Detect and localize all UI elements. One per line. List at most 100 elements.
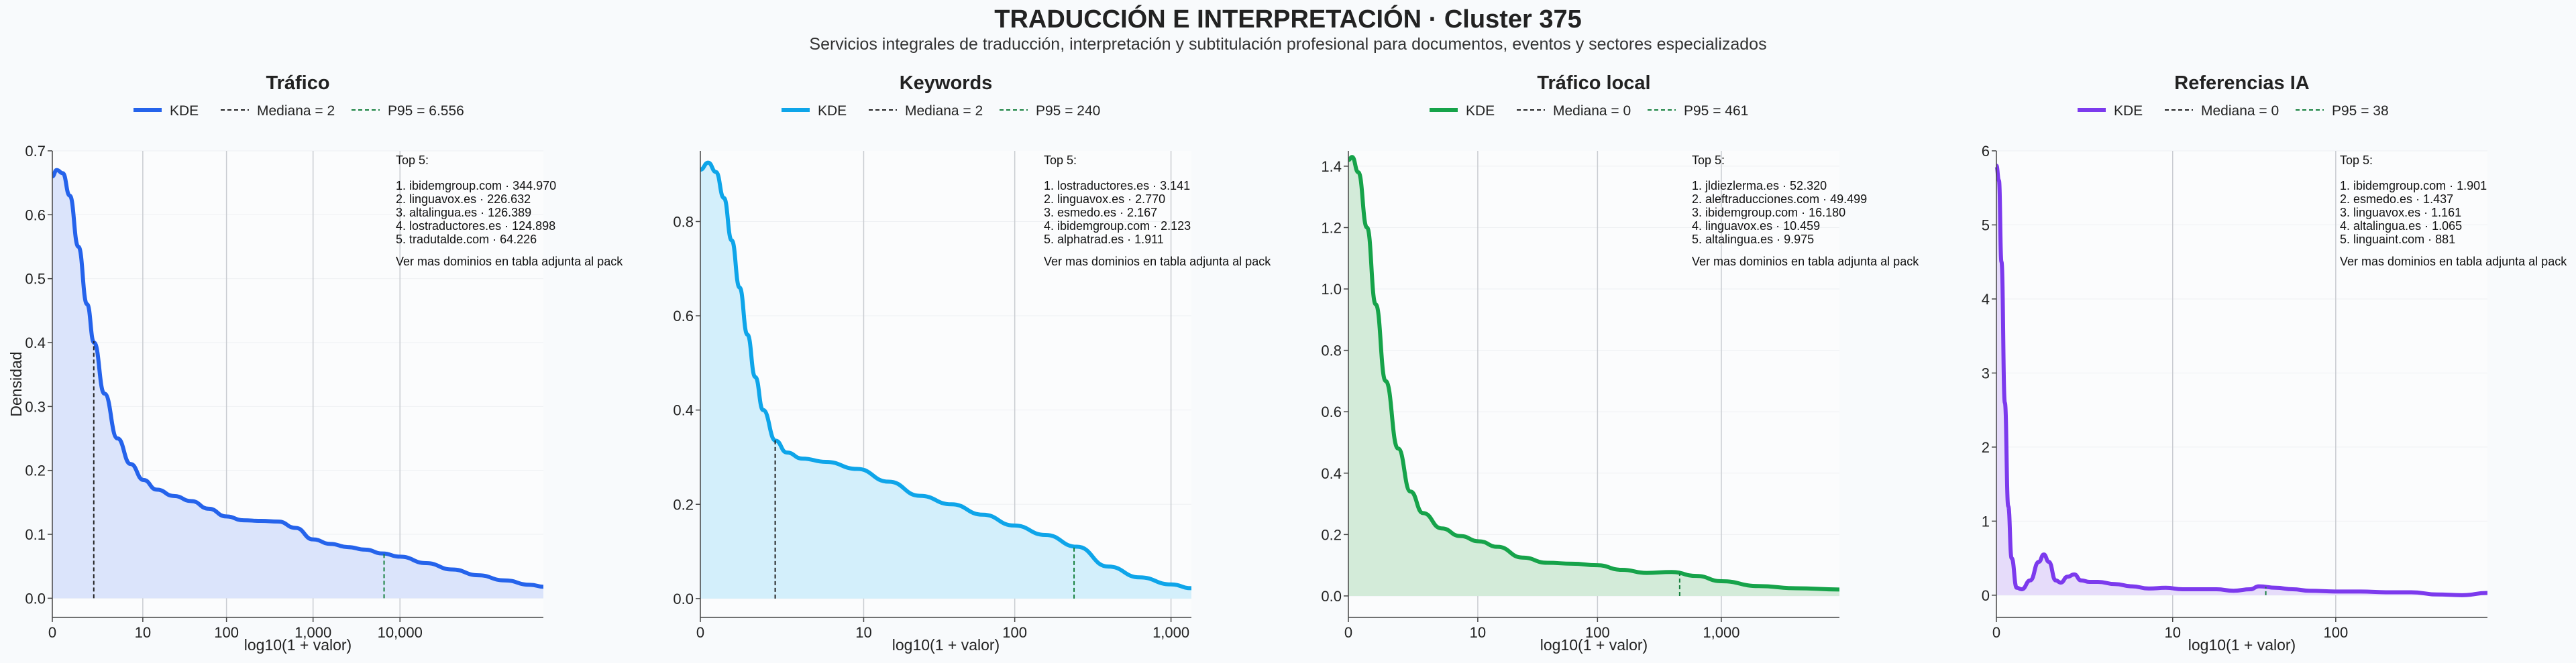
legend-median-label: Mediana = 2 — [257, 103, 335, 119]
chart-title: Tráfico local — [1537, 72, 1650, 94]
top5-item: 4. lostraductores.es · 124.898 — [396, 219, 555, 233]
y-tick-label: 0.5 — [25, 271, 46, 288]
legend-kde-label: KDE — [2114, 103, 2143, 119]
y-tick-label: 0.2 — [25, 463, 46, 479]
y-tick-label: 0.2 — [673, 496, 694, 513]
chart-title: Tráfico — [266, 72, 329, 94]
top5-footer: Ver mas dominios en tabla adjunta al pac… — [1692, 255, 1919, 268]
legend-median-label: Mediana = 0 — [2201, 103, 2279, 119]
x-tick-label: 10,000 — [378, 624, 423, 641]
x-tick-label: 100 — [1585, 624, 1610, 641]
chart-panel-4: 0 1 2 3 4 5 6 0 10 100 log10(1 + valor) Referencias… — [1982, 72, 2567, 654]
top5-footer: Ver mas dominios en tabla adjunta al pac… — [1044, 255, 1271, 268]
x-tick-label: 100 — [214, 624, 239, 641]
chart-title: Referencias IA — [2174, 72, 2310, 94]
y-tick-label: 5 — [1982, 217, 1990, 233]
top5-item: 3. altalingua.es · 126.389 — [396, 206, 531, 219]
top5-item: 4. linguavox.es · 10.459 — [1692, 219, 1820, 233]
x-tick-label: 1,000 — [1703, 624, 1739, 641]
top5-item: 5. linguaint.com · 881 — [2340, 233, 2455, 246]
chart-panel-3: 0.0 0.2 0.4 0.6 0.8 1.0 1.2 1.4 0 10 100 1,000 log10… — [1321, 72, 1919, 654]
top5-item: 1. ibidemgroup.com · 1.901 — [2340, 179, 2487, 192]
legend-p95-label: P95 = 461 — [1684, 103, 1748, 119]
legend-kde-label: KDE — [1466, 103, 1495, 119]
y-tick-label: 0.6 — [25, 206, 46, 223]
y-tick-label: 1.4 — [1321, 158, 1342, 175]
y-tick-label: 0.8 — [1321, 343, 1342, 359]
top5-item: 5. altalingua.es · 9.975 — [1692, 233, 1814, 246]
legend-median-label: Mediana = 2 — [905, 103, 983, 119]
y-tick-label: 1 — [1982, 513, 1990, 530]
top5-item: 3. linguavox.es · 1.161 — [2340, 206, 2461, 219]
y-axis-label: Densidad — [7, 351, 25, 416]
chart-panel-1: 0.0 0.1 0.2 0.3 0.4 0.5 0.6 0.7 0 10 100 1,000 10,00… — [7, 72, 623, 654]
top5-header: Top 5: — [396, 154, 429, 167]
top5-item: 2. linguavox.es · 226.632 — [396, 192, 531, 206]
x-tick-label: 10 — [1470, 624, 1486, 641]
top5-item: 2. linguavox.es · 2.770 — [1044, 192, 1165, 206]
top5-item: 1. jldiezlerma.es · 52.320 — [1692, 179, 1827, 192]
top5-header: Top 5: — [1692, 154, 1725, 167]
x-axis-label: log10(1 + valor) — [892, 636, 1000, 654]
x-tick-label: 1,000 — [294, 624, 331, 641]
y-tick-label: 0.1 — [25, 526, 46, 543]
plot-area — [1996, 151, 2487, 617]
kde-area — [700, 162, 1191, 599]
top5-item: 2. aleftraducciones.com · 49.499 — [1692, 192, 1867, 206]
y-tick-label: 0.0 — [1321, 588, 1342, 605]
x-tick-label: 100 — [2323, 624, 2348, 641]
y-tick-label: 0.4 — [673, 402, 694, 419]
kde-line — [700, 160, 1192, 591]
y-tick-label: 0.2 — [1321, 526, 1342, 543]
top5-item: 3. ibidemgroup.com · 16.180 — [1692, 206, 1845, 219]
top5-item: 3. esmedo.es · 2.167 — [1044, 206, 1157, 219]
y-tick-label: 1.2 — [1321, 219, 1342, 236]
y-tick-label: 3 — [1982, 365, 1990, 381]
legend-median-label: Mediana = 0 — [1553, 103, 1631, 119]
y-tick-label: 0.4 — [1321, 465, 1342, 482]
y-tick-label: 0.8 — [673, 213, 694, 230]
kde-area — [1348, 157, 1839, 596]
y-tick-label: 0.0 — [673, 591, 694, 607]
x-axis-label: log10(1 + valor) — [1540, 636, 1648, 654]
top5-item: 1. ibidemgroup.com · 344.970 — [396, 179, 556, 192]
x-tick-label: 0 — [696, 624, 704, 641]
legend-kde-label: KDE — [170, 103, 199, 119]
kde-line — [1348, 155, 1840, 592]
legend-p95-label: P95 = 240 — [1036, 103, 1100, 119]
y-tick-label: 0 — [1982, 587, 1990, 604]
y-tick-label: 1.0 — [1321, 281, 1342, 298]
top5-item: 5. tradutalde.com · 64.226 — [396, 233, 537, 246]
y-tick-label: 0.7 — [25, 143, 46, 160]
x-axis-label: log10(1 + valor) — [2188, 636, 2296, 654]
kde-line — [1994, 164, 2488, 597]
top5-item: 5. alphatrad.es · 1.911 — [1044, 233, 1164, 246]
legend-kde-label: KDE — [818, 103, 847, 119]
x-tick-label: 1,000 — [1152, 624, 1189, 641]
kde-area — [52, 170, 543, 599]
top5-item: 2. esmedo.es · 1.437 — [2340, 192, 2453, 206]
y-tick-label: 0.6 — [1321, 404, 1342, 420]
y-tick-label: 0.3 — [25, 398, 46, 415]
x-tick-label: 0 — [1992, 624, 2000, 641]
top5-footer: Ver mas dominios en tabla adjunta al pac… — [396, 255, 623, 268]
legend-p95-label: P95 = 38 — [2332, 103, 2389, 119]
top5-item: 1. lostraductores.es · 3.141 — [1044, 179, 1190, 192]
legend-p95-label: P95 = 6.556 — [388, 103, 464, 119]
y-tick-label: 0.0 — [25, 590, 46, 607]
x-tick-label: 100 — [1002, 624, 1027, 641]
x-tick-label: 10 — [135, 624, 151, 641]
x-tick-label: 10 — [855, 624, 871, 641]
page-title: TRADUCCIÓN E INTERPRETACIÓN · Cluster 37… — [994, 5, 1582, 34]
x-tick-label: 0 — [1344, 624, 1352, 641]
chart-title: Keywords — [900, 72, 993, 94]
chart-panel-2: 0.0 0.2 0.4 0.6 0.8 0 10 100 1,000 log10(1 + valo… — [673, 72, 1271, 654]
x-tick-label: 10 — [2165, 624, 2181, 641]
y-tick-label: 4 — [1982, 291, 1990, 308]
kde-line — [51, 168, 544, 589]
y-tick-label: 6 — [1982, 143, 1990, 160]
x-axis-label: log10(1 + valor) — [244, 636, 352, 654]
y-tick-label: 0.4 — [25, 335, 46, 351]
